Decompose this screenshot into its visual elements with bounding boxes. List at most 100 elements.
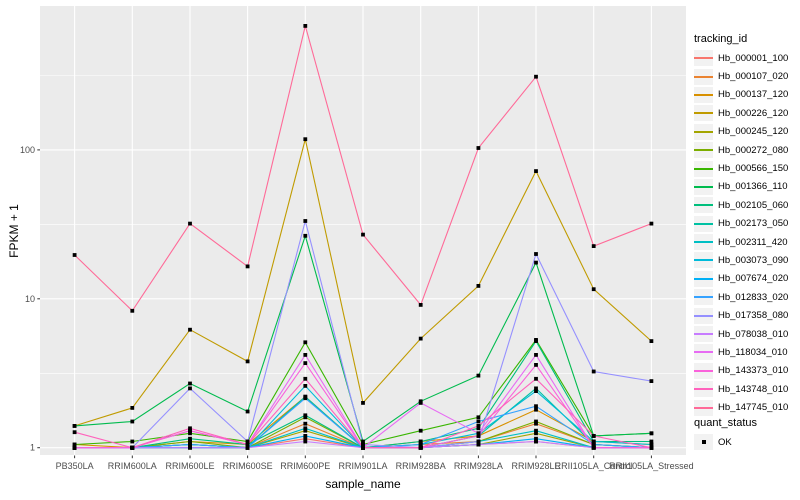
legend-label: Hb_000566_150 [718,163,789,175]
legend-key-box [694,105,713,122]
svg-text:RRIM600LE: RRIM600LE [165,461,214,471]
legend-label: Hb_000137_120 [718,89,789,101]
legend-label: Hb_012833_020 [718,291,789,303]
legend-line-swatch [694,204,713,207]
legend-key-box [694,160,713,177]
legend-key-box [694,399,713,416]
legend-line-swatch [694,314,713,317]
legend-label: Hb_143373_010 [718,365,789,377]
legend-label: Hb_002311_420 [718,236,788,248]
legend-item-Hb_000272_080: Hb_000272_080 [694,141,788,159]
legend-key-box [694,434,713,451]
legend-label: Hb_002173_050 [718,218,789,230]
svg-text:RRIM600LA: RRIM600LA [108,461,157,471]
svg-text:RRIM600PE: RRIM600PE [280,461,330,471]
y-axis-title: FPKM + 1 [7,204,21,258]
x-axis: PB350LA RRIM600LA RRIM600LE RRIM600SE RRIM60… [56,455,694,471]
legend-label: Hb_000245_120 [718,126,789,138]
legend-item-Hb_147745_010: Hb_147745_010 [694,398,788,416]
legend-line-swatch [694,149,713,152]
legend-line-swatch [694,241,713,244]
legend-key-box [694,344,713,361]
legend-item-Hb_012833_020: Hb_012833_020 [694,288,788,306]
legend-label: Hb_147745_010 [718,402,789,414]
legend-label: Hb_143748_010 [718,383,789,395]
legend-item-Hb_000107_020: Hb_000107_020 [694,67,788,85]
legend-line-swatch [694,112,713,115]
svg-text:PB350LA: PB350LA [56,461,94,471]
legend-key-box [694,215,713,232]
legend-item-Hb_000245_120: Hb_000245_120 [694,123,788,141]
legend-item-Hb_078038_010: Hb_078038_010 [694,325,788,343]
legend-item-Hb_143748_010: Hb_143748_010 [694,380,788,398]
legend-key-box [694,252,713,269]
legend-line-swatch [694,93,713,96]
x-axis-title: sample_name [325,477,401,491]
legend-line-swatch [694,130,713,133]
legend-panel: tracking_id Hb_000001_100 Hb_000107_020 Hb… [690,0,800,500]
legend-line-swatch [694,75,713,78]
legend-label: Hb_000001_100 [718,52,789,64]
legend-label: Hb_007674_020 [718,273,789,285]
legend-line-swatch [694,185,713,188]
legend-item-Hb_002173_050: Hb_002173_050 [694,215,788,233]
legend-line-swatch [694,406,713,409]
legend-label: Hb_017358_080 [718,310,789,322]
legend-line-swatch [694,277,713,280]
legend-key-box [694,362,713,379]
legend-label: Hb_002105_060 [718,199,789,211]
legend-line-swatch [694,167,713,170]
legend-key-box [694,50,713,67]
legend-key-box [694,234,713,251]
legend-key-box [694,197,713,214]
y-axis: 1 10 100 [20,145,40,453]
svg-text:RRII105LA_Stressed: RRII105LA_Stressed [609,461,694,471]
legend-item-Hb_002105_060: Hb_002105_060 [694,196,788,214]
legend-item-Hb_000137_120: Hb_000137_120 [694,86,788,104]
legend-key-box [694,307,713,324]
legend-title-tracking-id: tracking_id [694,33,748,45]
legend-line-swatch [694,351,713,354]
svg-text:RRIM928BA: RRIM928BA [396,461,446,471]
legend-item-Hb_002311_420: Hb_002311_420 [694,233,788,251]
legend-item-Hb_000566_150: Hb_000566_150 [694,159,788,177]
svg-text:RRIM928LA: RRIM928LA [454,461,503,471]
legend-key-box [694,142,713,159]
legend-line-swatch [694,57,713,60]
legend-key-box [694,289,713,306]
legend-key-box [694,326,713,343]
legend-item-quant-ok: OK [694,433,732,451]
legend-item-Hb_003073_090: Hb_003073_090 [694,251,788,269]
legend-key-box [694,270,713,287]
legend-line-swatch [694,259,713,262]
svg-text:RRIM928LE: RRIM928LE [511,461,560,471]
point-marker-icon [701,440,706,445]
legend-line-swatch [694,388,713,391]
legend-item-Hb_007674_020: Hb_007674_020 [694,270,788,288]
legend-label: Hb_000226_120 [718,107,789,119]
legend-key-box [694,123,713,140]
svg-text:100: 100 [20,145,35,155]
legend-label: Hb_118034_010 [718,346,788,358]
legend-label: OK [718,436,732,448]
svg-text:RRIM600SE: RRIM600SE [223,461,273,471]
legend-line-swatch [694,369,713,372]
svg-text:RRII105LA_Control: RRII105LA_Control [555,461,633,471]
svg-text:RRIM901LA: RRIM901LA [338,461,387,471]
legend-key-box [694,68,713,85]
legend-title-quant-status: quant_status [694,417,757,429]
legend-key-box [694,86,713,103]
series-points [72,24,654,450]
legend-item-Hb_118034_010: Hb_118034_010 [694,343,788,361]
svg-text:10: 10 [25,294,35,304]
legend-line-swatch [694,296,713,299]
legend-item-Hb_017358_080: Hb_017358_080 [694,306,788,324]
legend-items: Hb_000001_100 Hb_000107_020 Hb_000137_120 H… [694,49,788,417]
legend-key-box [694,178,713,195]
legend-key-box [694,381,713,398]
legend-item-Hb_000001_100: Hb_000001_100 [694,49,788,67]
legend-label: Hb_001366_110 [718,181,788,193]
legend-item-Hb_143373_010: Hb_143373_010 [694,362,788,380]
